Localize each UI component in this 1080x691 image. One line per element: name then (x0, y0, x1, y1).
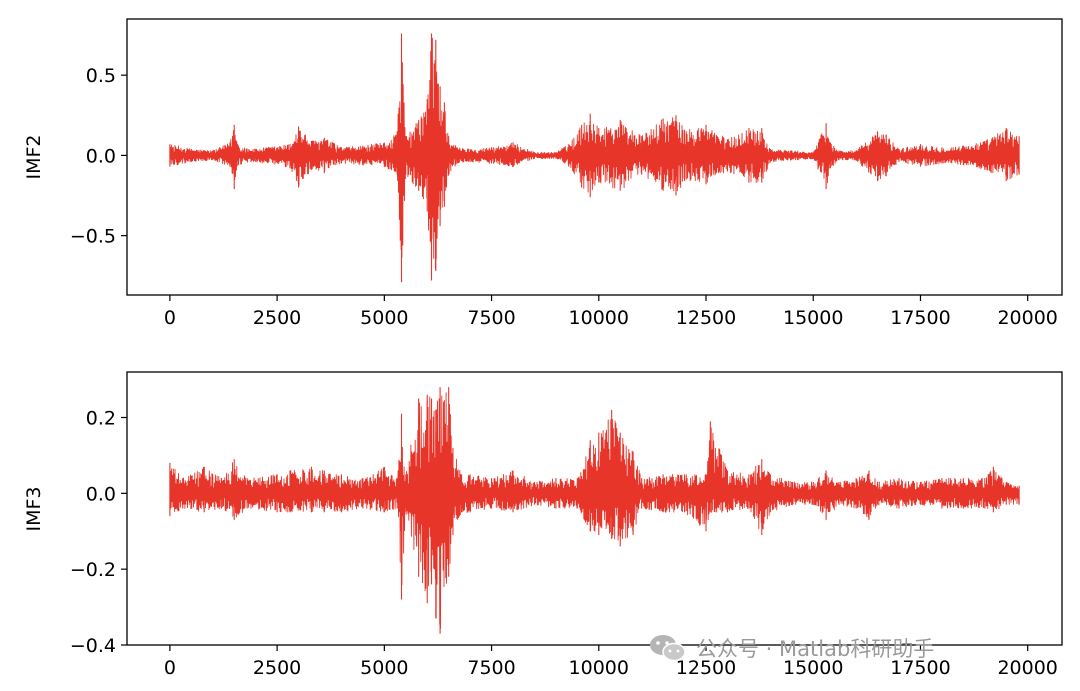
x-tick-label: 0 (164, 657, 176, 679)
imf3-y-axis-label: IMF3 (23, 486, 45, 531)
x-tick-label: 15000 (783, 307, 843, 329)
x-tick-label: 2500 (253, 657, 301, 679)
imf3-subplot: 0 2500 5000 7500 10000 12500 15000 17500 20000 0… (23, 371, 1063, 679)
imf3-signal-trace (169, 387, 1020, 634)
x-tick-label: 0 (164, 307, 176, 329)
x-tick-label: 10000 (569, 657, 629, 679)
imf2-signal-trace (169, 33, 1020, 283)
x-tick-label: 12500 (676, 307, 736, 329)
y-tick-label: 0.0 (86, 145, 116, 167)
y-tick-label: 0.2 (86, 408, 116, 430)
x-tick-label: 17500 (890, 307, 950, 329)
imf2-x-ticks: 0 2500 5000 7500 10000 12500 15000 17500 20000 (164, 295, 1058, 329)
x-tick-label: 5000 (360, 307, 408, 329)
imf2-subplot: 0 2500 5000 7500 10000 12500 15000 17500 20000 0… (23, 18, 1063, 329)
x-tick-label: 10000 (569, 307, 629, 329)
y-tick-label: −0.2 (70, 559, 116, 581)
imf3-plot-frame (126, 371, 1063, 646)
imf2-y-axis-label: IMF2 (23, 134, 45, 179)
imf2-plot-frame (126, 18, 1063, 296)
x-tick-label: 17500 (890, 657, 950, 679)
x-tick-label: 15000 (783, 657, 843, 679)
watermark-text: 公众号 · Matlab科研助手 (696, 637, 935, 661)
y-tick-label: −0.4 (70, 635, 116, 657)
x-tick-label: 12500 (676, 657, 736, 679)
imf3-y-ticks: 0.2 0.0 −0.2 −0.4 (70, 408, 127, 657)
imf3-x-ticks: 0 2500 5000 7500 10000 12500 15000 17500 20000 (164, 645, 1058, 679)
y-tick-label: −0.5 (70, 226, 116, 248)
x-tick-label: 20000 (997, 307, 1057, 329)
imf2-y-ticks: 0.5 0.0 −0.5 (70, 65, 127, 248)
signal-line (169, 392, 1020, 629)
x-tick-label: 2500 (253, 307, 301, 329)
y-tick-label: 0.0 (86, 483, 116, 505)
x-tick-label: 5000 (360, 657, 408, 679)
wechat-icon (650, 635, 686, 662)
x-tick-label: 7500 (467, 657, 515, 679)
signal-line (169, 37, 1020, 270)
watermark: 公众号 · Matlab科研助手 (648, 630, 934, 666)
x-tick-label: 7500 (467, 307, 515, 329)
x-tick-label: 20000 (997, 657, 1057, 679)
y-tick-label: 0.5 (86, 65, 116, 87)
